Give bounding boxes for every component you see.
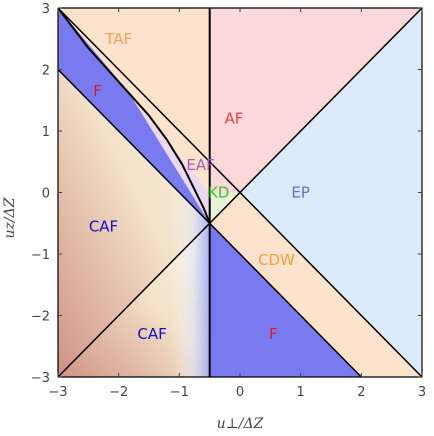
y-axis-label: uz/ΔZ	[2, 197, 18, 238]
region-ep-2	[240, 8, 422, 377]
region-label-kd-3: KD	[208, 184, 229, 202]
region-f-6	[58, 8, 210, 224]
region-label-caf-8: CAF	[89, 217, 118, 235]
region-label-ep-2: EP	[291, 184, 310, 202]
region-label-f-7: F	[269, 325, 278, 343]
x-tick-label: 0	[236, 385, 244, 400]
region-caf-8	[58, 69, 210, 377]
region-label-caf-9: CAF	[137, 325, 166, 343]
y-tick-label: 0	[42, 187, 50, 202]
region-label-f-6: F	[93, 82, 102, 100]
region-label-cdw-5: CDW	[258, 251, 295, 269]
x-axis-label: u⊥/ΔZ	[217, 416, 264, 432]
x-tick-label: −3	[48, 385, 67, 400]
x-tick-label: 2	[357, 385, 365, 400]
x-tick-label: 1	[297, 385, 305, 400]
caf-blue-fade	[170, 183, 210, 377]
caf-edge-layer	[170, 183, 210, 377]
y-tick-label: −1	[31, 248, 50, 263]
region-cdw-5	[209, 192, 422, 377]
region-af-1	[209, 8, 422, 193]
region-label-af-1: AF	[224, 110, 243, 128]
x-tick-label: −1	[170, 385, 189, 400]
y-tick-label: −3	[31, 371, 50, 386]
x-tick-label: 3	[418, 385, 426, 400]
region-labels-layer: TAF AF EP KD EAF CDW F F CAF CAF	[89, 30, 310, 343]
phase-boundary-5	[57, 7, 211, 224]
region-label-eaf-4: EAF	[186, 156, 214, 174]
y-tick-label: 3	[42, 2, 50, 17]
region-label-taf-0: TAF	[104, 30, 132, 48]
x-tick-label: −2	[109, 385, 128, 400]
ticks-layer: −3 −2 −1 0 1 2 3 −3 −2 −1 0 1 2 3	[31, 2, 426, 400]
y-tick-label: 2	[42, 64, 50, 79]
phase-boundary-4	[57, 7, 423, 378]
y-tick-label: −2	[31, 310, 50, 325]
y-tick-label: 1	[42, 125, 50, 140]
